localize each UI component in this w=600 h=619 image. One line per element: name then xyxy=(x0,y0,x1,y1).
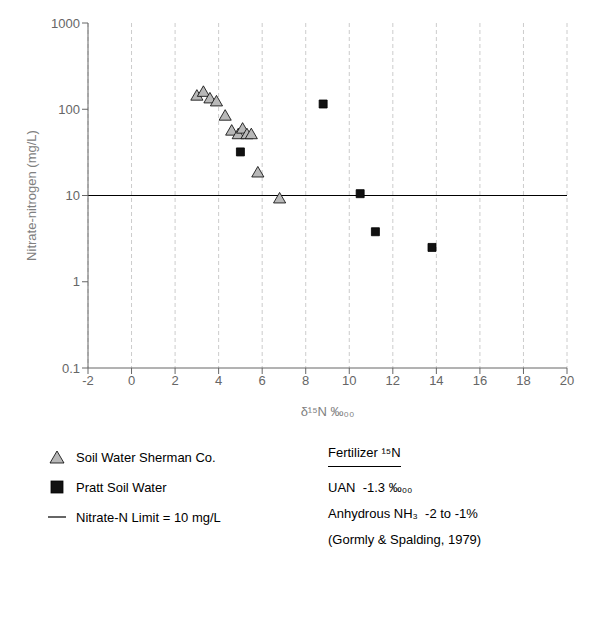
svg-text:16: 16 xyxy=(473,373,487,388)
svg-text:8: 8 xyxy=(302,373,309,388)
html-text:Soil Water Sherman Co.: Soil Water Sherman Co. xyxy=(76,449,216,465)
svg-text:0.1: 0.1 xyxy=(62,361,80,376)
svg-text:2: 2 xyxy=(171,373,178,388)
svg-text:100: 100 xyxy=(58,102,80,117)
svg-text:1000: 1000 xyxy=(51,16,80,31)
svg-text:20: 20 xyxy=(560,373,574,388)
html-text:(Gormly & Spalding, 1979): (Gormly & Spalding, 1979) xyxy=(328,532,482,547)
svg-text:1: 1 xyxy=(73,274,80,289)
svg-text:4: 4 xyxy=(215,373,222,388)
svg-text:14: 14 xyxy=(429,373,443,388)
html-text:Anhydrous NH₃ -2 to -1%: Anhydrous NH₃ -2 to -1% xyxy=(328,506,478,521)
html-text:Fertilizer ¹⁵N: Fertilizer ¹⁵N xyxy=(328,445,401,460)
html-text:Pratt Soil Water: Pratt Soil Water xyxy=(76,479,167,495)
svg-text:0: 0 xyxy=(128,373,135,388)
svg-text:10: 10 xyxy=(66,188,80,203)
html-text:Nitrate-N Limit = 10 mg/L: Nitrate-N Limit = 10 mg/L xyxy=(76,509,221,525)
svg-text:12: 12 xyxy=(386,373,400,388)
svg-text:18: 18 xyxy=(516,373,530,388)
svg-text:δ¹⁵N ‰₀₀: δ¹⁵N ‰₀₀ xyxy=(301,404,355,419)
svg-text:-2: -2 xyxy=(82,373,94,388)
svg-text:10: 10 xyxy=(342,373,356,388)
svg-text:Nitrate-nitrogen (mg/L): Nitrate-nitrogen (mg/L) xyxy=(24,130,39,261)
html-text:UAN -1.3 ‰₀₀: UAN -1.3 ‰₀₀ xyxy=(328,480,413,495)
svg-text:6: 6 xyxy=(259,373,266,388)
